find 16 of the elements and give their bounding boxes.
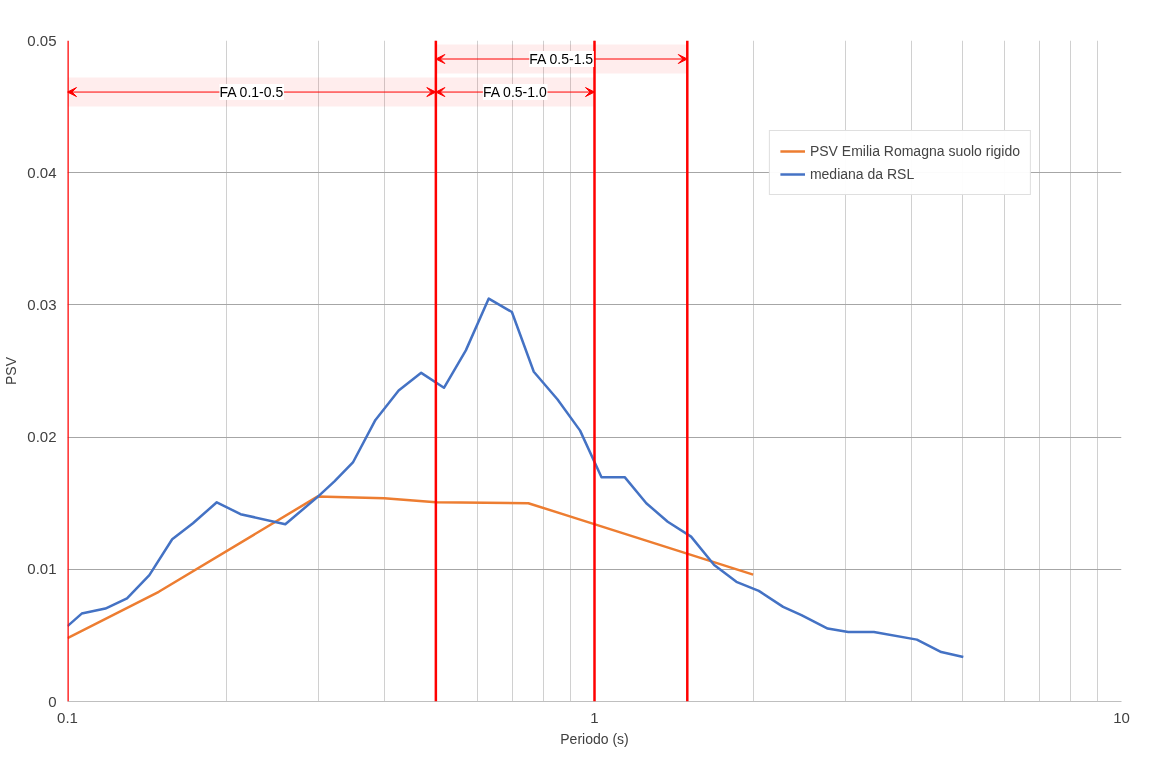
x-tick-label: 1 xyxy=(590,708,599,726)
band-label: FA 0.5-1.0 xyxy=(482,84,547,101)
x-axis-title: Periodo (s) xyxy=(560,730,629,747)
legend-label: mediana da RSL xyxy=(809,166,915,182)
y-tick-label: 0 xyxy=(48,692,57,710)
y-tick-label: 0.04 xyxy=(27,163,57,181)
y-tick-label: 0.02 xyxy=(27,428,57,446)
y-tick-label: 0.03 xyxy=(27,295,57,313)
y-tick-label: 0.01 xyxy=(27,560,57,578)
band-label: FA 0.5-1.5 xyxy=(529,51,594,68)
y-axis-title: PSV xyxy=(3,356,20,386)
y-tick-label: 0.05 xyxy=(27,31,57,49)
x-tick-label: 10 xyxy=(1113,708,1130,726)
band-label: FA 0.1-0.5 xyxy=(219,84,284,101)
x-tick-label: 0.1 xyxy=(57,708,78,726)
legend-label: PSV Emilia Romagna suolo rigido xyxy=(809,143,1020,159)
